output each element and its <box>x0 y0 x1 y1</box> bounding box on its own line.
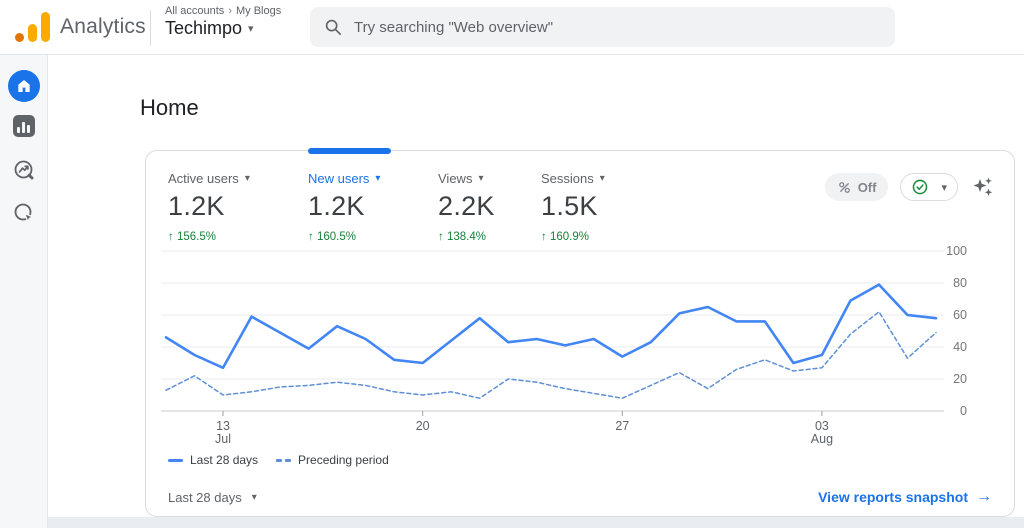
legend-label: Preceding period <box>298 453 389 467</box>
chevron-down-icon: ▾ <box>251 491 257 503</box>
comparison-off-toggle[interactable]: Off <box>824 173 889 201</box>
google-analytics-icon <box>12 11 52 43</box>
svg-text:60: 60 <box>953 308 967 322</box>
data-quality-button[interactable]: ▾ <box>900 173 958 201</box>
svg-text:100: 100 <box>946 244 967 258</box>
svg-text:Aug: Aug <box>811 432 833 446</box>
topbar-divider <box>150 10 151 46</box>
nav-advertising[interactable] <box>12 201 36 225</box>
svg-text:0: 0 <box>960 404 967 418</box>
insights-button[interactable] <box>970 174 996 200</box>
page-title: Home <box>140 95 199 120</box>
trend-chart: 0 20 40 60 80 100 13 Jul 20 27 03 Aug <box>161 243 996 448</box>
explore-icon <box>14 160 33 180</box>
top-app-bar: Analytics All accounts › My Blogs Techim… <box>0 0 1024 55</box>
dashed-line-swatch <box>276 458 292 462</box>
svg-text:03: 03 <box>815 419 829 433</box>
nav-explore[interactable] <box>12 158 36 182</box>
chevron-down-icon: ▾ <box>941 181 947 194</box>
breadcrumb: All accounts › My Blogs <box>165 5 281 17</box>
metric-label: Views <box>438 171 473 186</box>
svg-text:40: 40 <box>953 340 967 354</box>
chevron-down-icon[interactable]: ▾ <box>375 173 381 184</box>
product-name: Analytics <box>60 15 146 38</box>
overview-card: Active users ▾ 1.2K ↑ 156.5% New users ▾… <box>145 148 1015 517</box>
advertising-icon <box>14 203 35 224</box>
nav-reports[interactable] <box>12 115 35 137</box>
svg-text:80: 80 <box>953 276 967 290</box>
off-label: Off <box>857 179 877 195</box>
nav-home[interactable] <box>7 70 40 102</box>
account-selector[interactable]: Techimpo ▾ <box>165 18 281 39</box>
search-bar[interactable] <box>310 7 895 47</box>
home-icon <box>17 80 30 92</box>
reports-bar-chart-icon <box>17 127 20 133</box>
up-arrow-icon: ↑ <box>541 231 550 243</box>
solid-line-swatch <box>168 458 183 462</box>
metric-delta: ↑ 138.4% <box>438 231 486 243</box>
metric-value: 1.5K <box>541 191 598 221</box>
chevron-down-icon[interactable]: ▾ <box>599 173 605 184</box>
arrow-right-icon: → <box>976 488 992 505</box>
up-arrow-icon: ↑ <box>308 231 317 243</box>
svg-text:20: 20 <box>953 372 967 386</box>
svg-text:13: 13 <box>216 419 230 433</box>
metric-active-users[interactable]: Active users ▾ 1.2K ↑ 156.5% <box>168 171 250 243</box>
selected-metric-indicator <box>308 148 391 154</box>
metric-views[interactable]: Views ▾ 2.2K ↑ 138.4% <box>438 171 495 243</box>
date-range-selector[interactable]: Last 28 days ▾ <box>168 490 257 505</box>
left-nav <box>0 55 48 528</box>
metric-delta: ↑ 160.5% <box>308 231 356 243</box>
check-circle-icon <box>913 179 928 195</box>
svg-text:Jul: Jul <box>215 432 231 446</box>
legend-last-28-days: Last 28 days <box>168 453 258 467</box>
breadcrumb-all-accounts[interactable]: All accounts <box>165 5 225 17</box>
chevron-down-icon[interactable]: ▾ <box>478 173 484 184</box>
search-input[interactable] <box>354 18 881 36</box>
metric-new-users[interactable]: New users ▾ 1.2K ↑ 160.5% <box>308 171 380 243</box>
metric-label: New users <box>308 171 370 186</box>
search-icon <box>325 19 342 36</box>
snapshot-link-label: View reports snapshot <box>818 489 968 505</box>
sparkle-insights-icon <box>973 177 993 197</box>
metric-sessions[interactable]: Sessions ▾ 1.5K ↑ 160.9% <box>541 171 605 243</box>
legend-label: Last 28 days <box>190 453 259 467</box>
next-section-edge <box>48 517 1024 528</box>
metric-label: Sessions <box>541 171 594 186</box>
metric-delta: ↑ 160.9% <box>541 231 589 243</box>
view-reports-snapshot-link[interactable]: View reports snapshot → <box>818 488 992 506</box>
analytics-logo[interactable]: Analytics <box>12 11 146 43</box>
chevron-right-icon: › <box>228 5 232 17</box>
metric-value: 2.2K <box>438 191 495 221</box>
svg-text:20: 20 <box>416 419 430 433</box>
legend-preceding-period: Preceding period <box>276 453 389 467</box>
metric-value: 1.2K <box>308 191 365 221</box>
chevron-down-icon[interactable]: ▾ <box>244 173 250 184</box>
up-arrow-icon: ↑ <box>168 231 177 243</box>
percent-icon <box>838 181 850 193</box>
up-arrow-icon: ↑ <box>438 231 447 243</box>
svg-text:27: 27 <box>615 419 629 433</box>
account-name: Techimpo <box>165 18 243 38</box>
breadcrumb-my-blogs[interactable]: My Blogs <box>235 5 282 17</box>
chevron-down-icon: ▾ <box>248 23 254 35</box>
date-range-label: Last 28 days <box>168 489 242 505</box>
metric-delta: ↑ 156.5% <box>168 231 216 243</box>
main-content: Home Active users ▾ 1.2K ↑ 156.5% New us… <box>48 55 1024 528</box>
metric-label: Active users <box>168 171 239 186</box>
metric-value: 1.2K <box>168 191 225 221</box>
chart-legend: Last 28 days Preceding period <box>168 453 389 467</box>
